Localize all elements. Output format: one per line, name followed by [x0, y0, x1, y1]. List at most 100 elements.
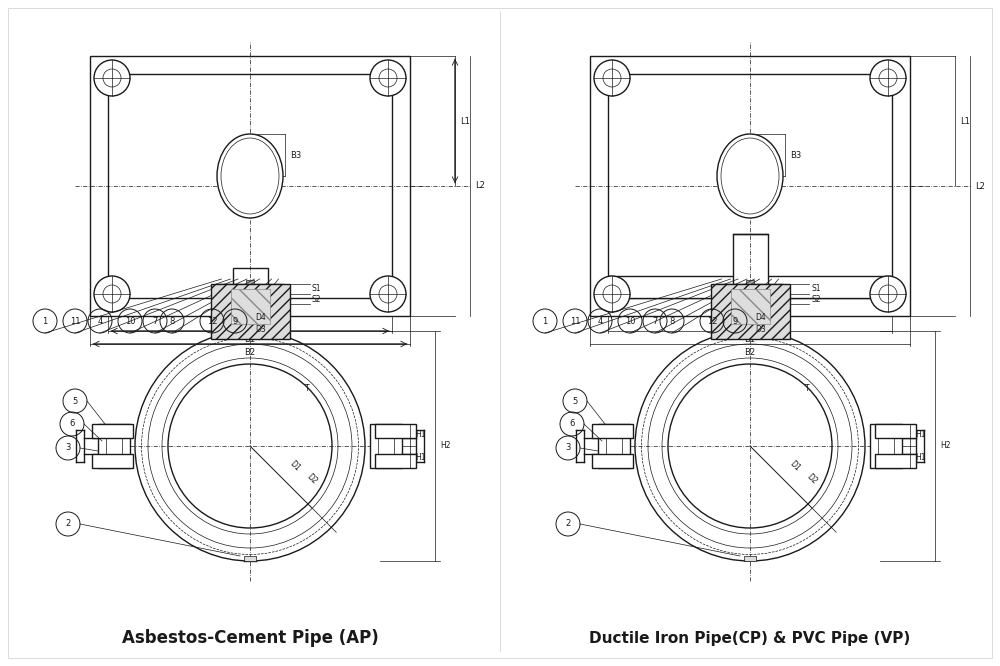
Bar — [218, 284, 283, 327]
Circle shape — [870, 276, 906, 312]
Text: 10: 10 — [125, 316, 135, 326]
Circle shape — [594, 60, 630, 96]
Text: 10: 10 — [625, 316, 635, 326]
Bar — [608, 276, 892, 298]
Text: 11: 11 — [70, 316, 80, 326]
Bar — [210, 284, 290, 339]
Text: L1: L1 — [460, 117, 470, 125]
Text: H1: H1 — [415, 430, 425, 440]
Circle shape — [370, 276, 406, 312]
Text: H2: H2 — [440, 442, 450, 450]
Bar — [98, 424, 130, 468]
Bar — [606, 432, 622, 460]
Text: T: T — [805, 384, 810, 393]
Text: 9: 9 — [232, 316, 238, 326]
Text: 8: 8 — [669, 316, 675, 326]
Bar — [730, 289, 770, 324]
Ellipse shape — [717, 134, 783, 218]
Text: H1: H1 — [915, 430, 926, 440]
Bar — [244, 556, 256, 561]
Bar — [246, 280, 254, 292]
Text: 4: 4 — [97, 316, 103, 326]
Text: S1: S1 — [812, 284, 821, 294]
Text: Ductile Iron Pipe(CP) & PVC Pipe (VP): Ductile Iron Pipe(CP) & PVC Pipe (VP) — [589, 631, 911, 645]
Text: 12: 12 — [707, 316, 717, 326]
Text: D2: D2 — [305, 472, 319, 486]
Bar — [875, 454, 916, 468]
Text: 3: 3 — [65, 444, 71, 452]
Bar — [375, 454, 416, 468]
Bar — [108, 74, 392, 298]
Circle shape — [870, 60, 906, 96]
Circle shape — [94, 276, 130, 312]
Text: D4: D4 — [755, 312, 766, 322]
Text: D2: D2 — [805, 472, 819, 486]
Bar — [106, 432, 122, 460]
Text: L2: L2 — [475, 182, 485, 190]
Text: 1: 1 — [42, 316, 48, 326]
Bar — [592, 454, 633, 468]
Text: 5: 5 — [572, 396, 578, 406]
Circle shape — [370, 60, 406, 96]
Text: 3: 3 — [565, 444, 571, 452]
Text: H1: H1 — [415, 452, 425, 462]
Bar — [718, 284, 782, 327]
Text: 6: 6 — [569, 420, 575, 428]
Text: 12: 12 — [207, 316, 217, 326]
Text: B3: B3 — [290, 151, 301, 159]
Circle shape — [594, 276, 630, 312]
Bar — [231, 289, 270, 324]
Text: 4: 4 — [597, 316, 603, 326]
Text: H1: H1 — [915, 452, 926, 462]
Circle shape — [94, 60, 130, 96]
Text: S2: S2 — [312, 294, 321, 304]
Bar — [744, 556, 756, 561]
Text: D3: D3 — [255, 324, 266, 334]
Bar — [92, 454, 133, 468]
Text: 2: 2 — [65, 519, 71, 529]
Text: B2: B2 — [744, 348, 756, 357]
Text: T: T — [305, 384, 310, 393]
Text: L2: L2 — [975, 182, 985, 190]
Bar — [90, 56, 410, 316]
Text: S2: S2 — [812, 294, 821, 304]
Ellipse shape — [217, 134, 283, 218]
Bar — [92, 424, 133, 438]
Text: S1: S1 — [312, 284, 321, 294]
Ellipse shape — [221, 138, 279, 214]
Text: 9: 9 — [732, 316, 738, 326]
Text: H2: H2 — [940, 442, 950, 450]
Bar — [592, 424, 633, 438]
Text: D4: D4 — [255, 312, 266, 322]
Bar — [878, 432, 894, 460]
Ellipse shape — [721, 138, 779, 214]
Text: B3: B3 — [790, 151, 801, 159]
Bar — [378, 432, 394, 460]
Text: 8: 8 — [169, 316, 175, 326]
Bar — [710, 284, 790, 339]
Bar — [370, 424, 402, 468]
Bar — [732, 234, 768, 316]
Text: B1: B1 — [244, 335, 256, 344]
Text: Asbestos-Cement Pipe (AP): Asbestos-Cement Pipe (AP) — [122, 629, 378, 647]
Text: B2: B2 — [244, 348, 256, 357]
Text: D1: D1 — [788, 459, 802, 473]
Text: 1: 1 — [542, 316, 548, 326]
Bar — [233, 268, 268, 298]
Text: B1: B1 — [744, 335, 756, 344]
Text: 7: 7 — [652, 316, 658, 326]
Text: 6: 6 — [69, 420, 75, 428]
Text: 5: 5 — [72, 396, 78, 406]
Text: 7: 7 — [152, 316, 158, 326]
Bar — [598, 424, 630, 468]
Bar — [375, 424, 416, 438]
Bar — [590, 56, 910, 316]
Text: D3: D3 — [755, 324, 766, 334]
Bar — [870, 424, 902, 468]
Text: 2: 2 — [565, 519, 571, 529]
Text: D1: D1 — [288, 459, 302, 473]
Bar — [875, 424, 916, 438]
Text: 11: 11 — [570, 316, 580, 326]
Text: L1: L1 — [960, 117, 970, 125]
Bar — [746, 280, 754, 292]
